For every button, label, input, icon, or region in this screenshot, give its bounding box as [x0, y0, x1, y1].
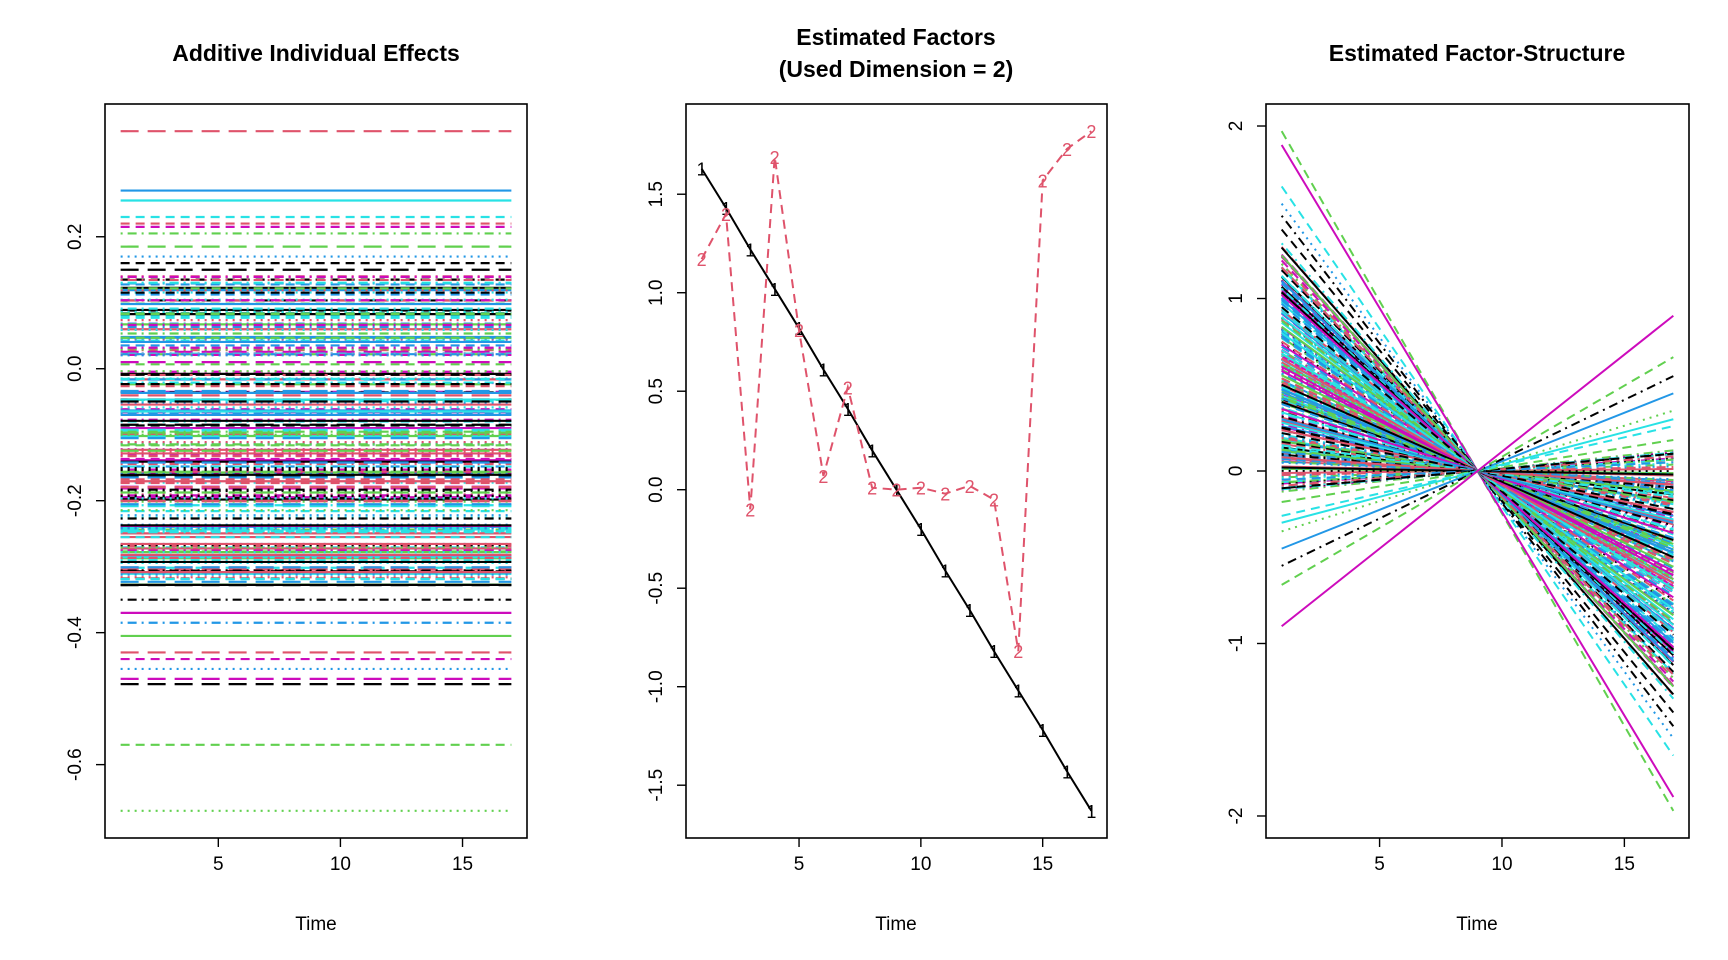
factor-point-label: 1 [843, 400, 853, 420]
structure-line [1281, 463, 1674, 479]
factor-point-label: 2 [770, 148, 780, 168]
factor-point-label: 2 [940, 485, 950, 505]
y-tick-label: 1 [1226, 293, 1247, 304]
factor-point-label: 2 [1062, 140, 1072, 160]
structure-line [1281, 334, 1674, 608]
chart-subtitle: (Used Dimension = 2) [779, 56, 1014, 82]
x-axis-label: Time [875, 914, 917, 935]
x-tick-label: 10 [910, 854, 931, 875]
factor-point-label: 2 [745, 500, 755, 520]
panel-additive-effects: Additive Individual Effects 5 10 15 -0.6 -0.4… [65, 40, 528, 935]
structure-line [1281, 395, 1674, 547]
structure-line [1281, 411, 1674, 531]
factor-line-2 [700, 130, 1092, 652]
factor-point-label: 1 [818, 361, 828, 381]
factor-point-label: 1 [697, 160, 707, 180]
factor-point-label: 2 [891, 481, 901, 501]
y-tick-label: 2 [1226, 121, 1247, 132]
factor-point-label: 1 [1038, 721, 1048, 741]
chart-title: Estimated Factors [796, 24, 995, 50]
factor-point-label: 2 [867, 479, 877, 499]
factor-point-label: 1 [721, 199, 731, 219]
structure-line [1281, 403, 1674, 539]
factor-point-label: 2 [1038, 171, 1048, 191]
y-tick-label: 0.0 [65, 356, 86, 382]
factor-point-label: 1 [916, 520, 926, 540]
y-tick-label: -2 [1226, 808, 1247, 825]
y-tick-label: -0.5 [646, 572, 667, 605]
structure-line [1280, 269, 1675, 673]
factor-point-label: 1 [965, 601, 975, 621]
factor-point-label: 1 [1013, 682, 1023, 702]
structure-line [1280, 291, 1675, 651]
factor-point-label: 1 [1086, 802, 1096, 822]
structure-line [1281, 314, 1674, 628]
x-tick-label: 10 [1491, 854, 1512, 875]
structure-line [1281, 340, 1674, 602]
factor-point-label: 2 [916, 479, 926, 499]
y-tick-label: -1.0 [646, 670, 667, 703]
factor-point-label: 1 [867, 441, 877, 461]
chart-title: Additive Individual Effects [172, 40, 460, 66]
factor-point-label: 1 [1062, 762, 1072, 782]
panel-factor-structure: Estimated Factor-Structure 5 10 15 -2 -1 0 1 2 Ti… [1226, 40, 1690, 935]
structure-line [1280, 228, 1675, 714]
x-tick-label: 15 [452, 854, 473, 875]
factor-point-label: 1 [989, 642, 999, 662]
x-tick-label: 5 [794, 854, 805, 875]
y-tick-label: -1 [1226, 635, 1247, 652]
structure-line [1281, 363, 1674, 579]
y-tick-label: -0.6 [65, 748, 86, 781]
x-tick-label: 15 [1614, 854, 1635, 875]
y-tick-label: 1.5 [646, 181, 667, 207]
factor-point-label: 2 [989, 491, 999, 511]
y-tick-label: -0.4 [65, 616, 86, 649]
x-tick-label: 5 [213, 854, 224, 875]
factor-point-label: 2 [721, 205, 731, 225]
plot-frame [104, 103, 528, 839]
structure-line [1281, 336, 1674, 606]
structure-line [1281, 302, 1674, 640]
y-tick-label: 0.0 [646, 477, 667, 503]
structure-line [1281, 370, 1674, 572]
x-axis-label: Time [295, 914, 337, 935]
factor-point-label: 2 [818, 467, 828, 487]
factor-point-label: 2 [965, 477, 975, 497]
factor-point-label: 1 [770, 280, 780, 300]
y-tick-label: -1.5 [646, 769, 667, 802]
factor-point-label: 1 [745, 240, 755, 260]
panel-estimated-factors: Estimated Factors(Used Dimension = 2)111… [646, 24, 1108, 935]
x-axis-label: Time [1456, 914, 1498, 935]
structure-line [1281, 380, 1674, 562]
factor-point-label: 1 [891, 481, 901, 501]
structure-line [1280, 215, 1675, 727]
x-tick-label: 10 [330, 854, 351, 875]
factor-point-label: 2 [1086, 122, 1096, 142]
factor-point-label: 2 [843, 378, 853, 398]
structure-line [1280, 266, 1675, 676]
chart-title: Estimated Factor-Structure [1329, 40, 1626, 66]
factor-point-label: 2 [794, 321, 804, 341]
y-tick-label: 1.0 [646, 280, 667, 306]
factor-point-label: 2 [1013, 642, 1023, 662]
y-tick-label: 0.2 [65, 224, 86, 250]
x-tick-label: 5 [1374, 854, 1385, 875]
factor-point-label: 2 [697, 250, 707, 270]
y-tick-label: 0 [1226, 466, 1247, 477]
y-tick-label: 0.5 [646, 378, 667, 404]
x-tick-label: 15 [1032, 854, 1053, 875]
plot-frame [685, 103, 1108, 839]
y-tick-label: -0.2 [65, 484, 86, 517]
factor-point-label: 1 [940, 561, 950, 581]
factor-line-1 [700, 168, 1093, 812]
